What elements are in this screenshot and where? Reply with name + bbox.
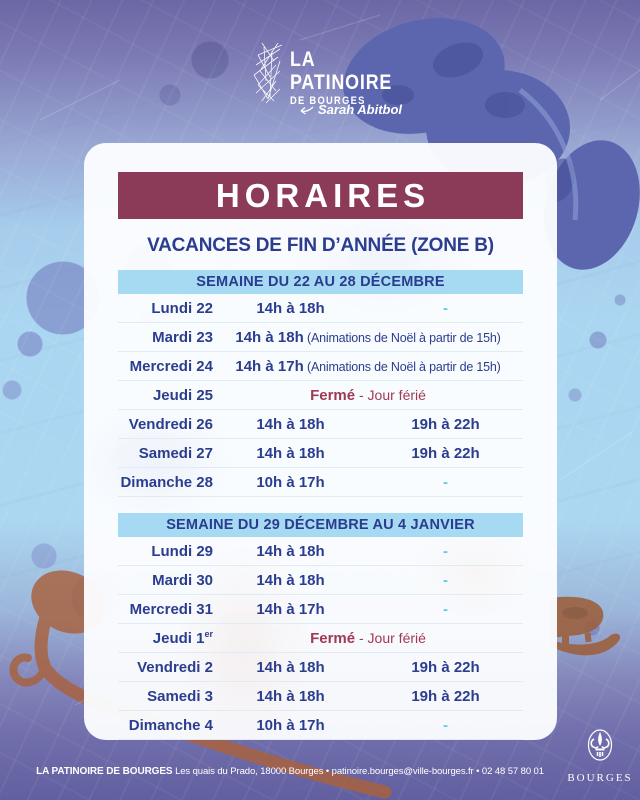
day-label: Jeudi 25 [152, 386, 213, 404]
schedule-row: Mardi 30 14h à 18h - [118, 566, 523, 595]
week-header: SEMAINE DU 22 AU 28 DÉCEMBRE [118, 270, 523, 294]
week-header: SEMAINE DU 29 DÉCEMBRE AU 4 JANVIER [118, 513, 523, 537]
session-with-note: 14h à 17h (Animations de Noël à partir d… [213, 358, 523, 375]
day-label: Mercredi 24 [129, 357, 213, 375]
schedule-row: Lundi 22 14h à 18h - [118, 294, 523, 323]
week-section: SEMAINE DU 22 AU 28 DÉCEMBRE Lundi 22 14h … [118, 270, 523, 497]
schedule-row: Mardi 23 14h à 18h (Animations de Noël à … [118, 323, 523, 352]
evening-hours: 19h à 22h [411, 415, 480, 433]
evening-hours: - [443, 299, 448, 317]
day-label: Mardi 23 [152, 328, 213, 346]
brand-line-la: LA [290, 48, 316, 71]
closed-cell: Fermé - Jour férié [213, 630, 523, 647]
evening-hours: - [443, 571, 448, 589]
evening-hours: 19h à 22h [411, 444, 480, 462]
session-with-note: 14h à 18h (Animations de Noël à partir d… [213, 329, 523, 346]
afternoon-hours: 14h à 17h [256, 600, 325, 618]
schedule-row: Mercredi 24 14h à 17h (Animations de Noël… [118, 352, 523, 381]
schedule-row: Dimanche 28 10h à 17h - [118, 468, 523, 497]
closed-label: Fermé [310, 386, 356, 404]
subtitle: VACANCES DE FIN D’ANNÉE (ZONE B) [147, 235, 494, 256]
day-label: Mardi 30 [152, 571, 213, 589]
evening-hours: - [443, 716, 448, 734]
afternoon-hours: 14h à 18h [256, 415, 325, 433]
afternoon-hours: 14h à 18h [256, 444, 325, 462]
afternoon-hours: 14h à 18h [256, 542, 325, 560]
footer-venue-name: LA PATINOIRE DE BOURGES [36, 766, 173, 777]
closed-reason: - Jour férié [355, 386, 426, 403]
day-label: Vendredi 2 [137, 658, 213, 676]
schedule-row: Mercredi 31 14h à 17h - [118, 595, 523, 624]
schedule-row: Jeudi 1er Fermé - Jour férié [118, 624, 523, 653]
evening-hours: - [443, 542, 448, 560]
closed-label: Fermé [310, 629, 356, 647]
page-title: HORAIRES [215, 176, 431, 214]
session-note: (Animations de Noël à partir de 15h) [303, 359, 501, 374]
day-label: Dimanche 28 [120, 473, 213, 491]
closed-cell: Fermé - Jour férié [213, 387, 523, 404]
schedule-row: Jeudi 25 Fermé - Jour férié [118, 381, 523, 410]
afternoon-hours: 14h à 18h [256, 571, 325, 589]
signature-arrow-icon [300, 106, 314, 115]
bourges-city-logo: BOURGES [566, 728, 634, 784]
schedule-row: Vendredi 2 14h à 18h 19h à 22h [118, 653, 523, 682]
closed-reason: - Jour férié [355, 629, 426, 646]
afternoon-hours: 14h à 18h [256, 687, 325, 705]
skate-wireframe-icon [253, 42, 283, 104]
day-label: Lundi 22 [151, 299, 213, 317]
footer-contact-details: Les quais du Prado, 18000 Bourges • pati… [175, 766, 544, 777]
schedule-row: Lundi 29 14h à 18h - [118, 537, 523, 566]
afternoon-hours: 14h à 18h [235, 328, 304, 346]
evening-hours: - [443, 473, 448, 491]
day-label: Samedi 27 [138, 444, 213, 462]
city-name: BOURGES [567, 772, 633, 784]
footer: LA PATINOIRE DE BOURGES Les quais du Pra… [20, 766, 560, 777]
day-label: Mercredi 31 [129, 600, 213, 618]
title-banner: HORAIRES [118, 172, 523, 219]
week-section: SEMAINE DU 29 DÉCEMBRE AU 4 JANVIER Lundi… [118, 513, 523, 740]
schedule-row: Samedi 3 14h à 18h 19h à 22h [118, 682, 523, 711]
afternoon-hours: 10h à 17h [256, 473, 325, 491]
schedule-row: Dimanche 4 10h à 17h - [118, 711, 523, 740]
signature-name: Sarah Abitbol [318, 102, 403, 117]
fleur-de-lis-icon [587, 729, 613, 761]
day-label: Lundi 29 [151, 542, 213, 560]
day-ordinal-suffix: er [204, 629, 213, 639]
day-label: Dimanche 4 [128, 716, 213, 734]
signature-block: Sarah Abitbol [300, 102, 402, 117]
session-note: (Animations de Noël à partir de 15h) [303, 330, 501, 345]
day-label: Jeudi 1er [152, 629, 213, 647]
evening-hours: 19h à 22h [411, 687, 480, 705]
schedule-row: Samedi 27 14h à 18h 19h à 22h [118, 439, 523, 468]
day-label: Vendredi 26 [128, 415, 213, 433]
afternoon-hours: 14h à 18h [256, 658, 325, 676]
schedule-row: Vendredi 26 14h à 18h 19h à 22h [118, 410, 523, 439]
right-skate-illustration [550, 596, 621, 656]
brand-header: LA PATINOIRE DE BOURGES Sarah Abitbol [0, 0, 640, 130]
evening-hours: 19h à 22h [411, 658, 480, 676]
afternoon-hours: 10h à 17h [256, 716, 325, 734]
afternoon-hours: 14h à 17h [235, 357, 304, 375]
schedule-card: HORAIRES VACANCES DE FIN D’ANNÉE (ZONE B… [84, 143, 557, 740]
afternoon-hours: 14h à 18h [256, 299, 325, 317]
brand-line-de-bourges: DE BOURGES [290, 95, 366, 107]
brand-line-patinoire: PATINOIRE [290, 71, 393, 94]
weeks: SEMAINE DU 22 AU 28 DÉCEMBRE Lundi 22 14h … [84, 270, 557, 740]
day-label: Samedi 3 [147, 687, 213, 705]
evening-hours: - [443, 600, 448, 618]
